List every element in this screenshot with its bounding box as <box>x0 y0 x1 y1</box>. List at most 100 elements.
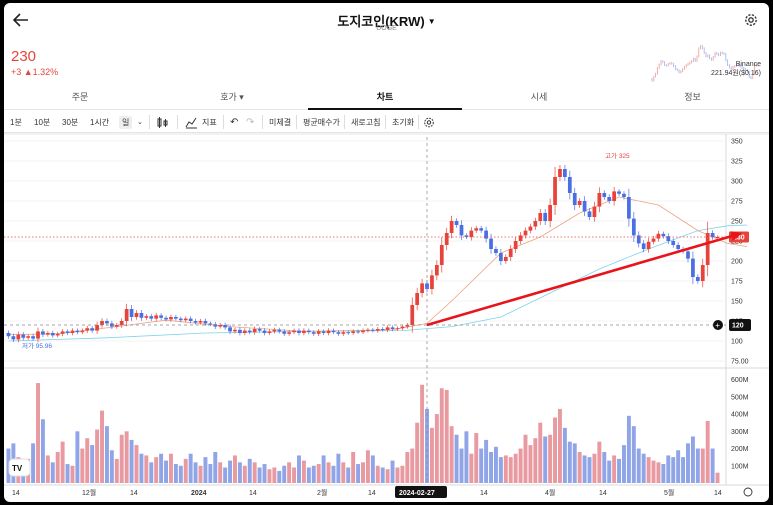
candle <box>218 325 223 327</box>
price-tick-label: 300 <box>731 179 743 186</box>
indicator-button[interactable]: 지표 <box>202 118 217 127</box>
reset-button[interactable]: 초기화 <box>392 118 415 127</box>
unfilled-orders-button[interactable]: 미체결 <box>269 118 292 127</box>
candle <box>646 241 651 249</box>
interval-10m[interactable]: 10분 <box>34 118 51 127</box>
volume-bar <box>80 448 85 483</box>
candle <box>567 177 572 193</box>
volume-bar <box>562 427 567 483</box>
volume-bar <box>257 467 262 483</box>
time-tick-label: 4월 <box>545 488 555 497</box>
refresh-button[interactable]: 새로고침 <box>351 118 381 127</box>
back-arrow-icon[interactable] <box>12 11 30 29</box>
volume-bar <box>641 453 646 483</box>
candle <box>543 213 548 221</box>
interval-day[interactable]: 일 <box>119 116 133 129</box>
volume-bar <box>114 458 119 483</box>
volume-bar <box>587 457 592 483</box>
avg-buy-price-button[interactable]: 평균매수가 <box>303 118 340 127</box>
volume-bar <box>631 426 636 483</box>
time-tick-label: 2024 <box>191 490 207 497</box>
volume-bar <box>454 434 459 483</box>
volume-bar <box>543 436 548 483</box>
candle <box>464 235 469 237</box>
exchange-price: 221.94원($0.16) <box>710 70 761 77</box>
volume-bar <box>55 451 60 483</box>
tab-order[interactable]: 주문 <box>71 92 89 102</box>
volume-tick-label: 500M <box>731 394 749 401</box>
price-tick-label: 325 <box>731 159 743 166</box>
candle <box>311 332 316 334</box>
volume-bar <box>287 462 292 483</box>
candle <box>641 243 646 249</box>
volume-bar <box>198 465 203 483</box>
divider <box>418 115 419 129</box>
undo-icon[interactable]: ↶ <box>230 117 239 128</box>
redo-icon[interactable]: ↷ <box>246 117 255 128</box>
candle <box>434 265 439 276</box>
gear-icon[interactable] <box>743 12 759 28</box>
coin-name: 도지코인(KRW) <box>337 14 425 29</box>
volume-bar <box>656 462 661 483</box>
candle <box>287 332 292 334</box>
volume-bar <box>36 383 40 483</box>
time-tick-label: 14 <box>249 490 257 497</box>
tab-market[interactable]: 시세 <box>530 92 548 102</box>
time-tick-label: 14 <box>599 490 607 497</box>
candle <box>178 318 183 321</box>
price-chart[interactable]: 35032530027525022520017515012510075.0060… <box>4 3 769 502</box>
volume-bar <box>168 453 173 483</box>
volume-bar <box>459 448 464 483</box>
volume-bar <box>700 448 705 483</box>
tab-info[interactable]: 정보 <box>684 92 701 102</box>
candle <box>503 257 508 261</box>
chevron-down-icon[interactable]: ⌄ <box>137 119 143 126</box>
time-tick-label: 14 <box>12 490 20 497</box>
volume-bar <box>567 441 572 483</box>
candle <box>247 330 252 333</box>
interval-30m[interactable]: 30분 <box>62 118 79 127</box>
time-tick-label: 14 <box>368 490 376 497</box>
indicator-icon[interactable] <box>185 116 198 129</box>
volume-bar <box>149 462 154 483</box>
tab-chart[interactable]: 차트 <box>308 88 462 110</box>
volume-bar <box>60 441 65 483</box>
candle <box>499 253 503 261</box>
chart-toolbar: 1분 10분 30분 1시간 일 ⌄ 지표 ↶ ↷ 미체결 평균매수가 새로고침… <box>4 111 769 133</box>
volume-bar <box>336 453 341 483</box>
candle <box>380 329 385 330</box>
candle <box>612 191 617 201</box>
candle <box>607 197 612 201</box>
time-tick-label: 14 <box>480 490 488 497</box>
interval-1h[interactable]: 1시간 <box>90 118 110 127</box>
candle <box>306 330 311 333</box>
volume-bar <box>449 426 454 483</box>
volume-bar <box>45 455 50 483</box>
candle <box>297 330 301 333</box>
tab-orderbook[interactable]: 호가 ▾ <box>220 92 244 102</box>
candle <box>129 309 134 317</box>
annotation-arrow <box>426 234 732 327</box>
volume-tick-label: 300M <box>731 429 749 436</box>
volume-bar <box>469 453 474 483</box>
volume-bar <box>572 443 577 483</box>
candle <box>661 233 666 237</box>
volume-bar <box>50 462 55 483</box>
candle-type-icon[interactable] <box>156 116 169 129</box>
coin-title[interactable]: 도지코인(KRW) ▼ <box>4 11 769 30</box>
candle <box>11 336 16 340</box>
chart-settings-icon[interactable] <box>423 116 435 129</box>
candle <box>252 329 257 333</box>
interval-1m[interactable]: 1분 <box>10 118 22 127</box>
volume-bar <box>666 455 671 483</box>
candle <box>651 238 656 242</box>
divider <box>223 115 224 129</box>
candle <box>695 277 700 281</box>
candle <box>144 316 149 318</box>
volume-bar <box>390 460 395 483</box>
volume-bar <box>173 464 178 483</box>
plus-icon <box>713 320 723 330</box>
candle <box>114 325 119 327</box>
volume-bar <box>90 445 95 483</box>
candle <box>415 293 420 305</box>
